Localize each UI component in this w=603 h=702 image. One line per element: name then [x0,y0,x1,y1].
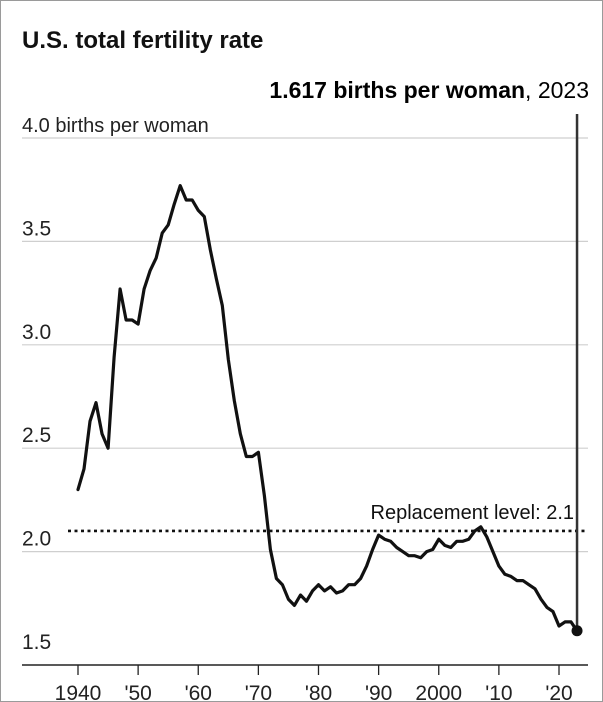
x-tick-label: '90 [365,682,392,702]
annotation-year: , 2023 [525,77,589,103]
replacement-level-label: Replacement level: 2.1 [371,502,574,524]
endpoint-marker [571,625,583,637]
chart-title: U.S. total fertility rate [22,27,263,54]
x-tick-label: 1940 [55,682,102,702]
gridlines [22,137,588,553]
x-tick-label: '20 [545,682,572,702]
y-tick-label: 3.0 [22,321,51,344]
y-tick-label: 1.5 [22,631,51,654]
fertility-rate-line [76,184,579,633]
x-tick-label: '10 [485,682,512,702]
y-tick-label: 2.0 [22,528,51,551]
y-tick-label: 4.0 births per woman [22,115,209,137]
annotation-value: 1.617 births per woman [269,77,525,103]
x-tick-label: '80 [305,682,332,702]
x-tick-label: '70 [245,682,272,702]
y-axis: 4.0 births per woman 3.5 3.0 2.5 2.0 1.5 [22,115,209,654]
x-tick-label: '60 [185,682,212,702]
x-axis: 1940 '50 '60 '70 '80 '90 2000 '10 '20 [22,664,588,702]
x-tick-label: 2000 [415,682,462,702]
y-tick-label: 2.5 [22,424,51,447]
x-tick-label: '50 [124,682,151,702]
annotation-callout: 1.617 births per woman, 2023 [269,77,589,103]
y-tick-label: 3.5 [22,217,51,240]
